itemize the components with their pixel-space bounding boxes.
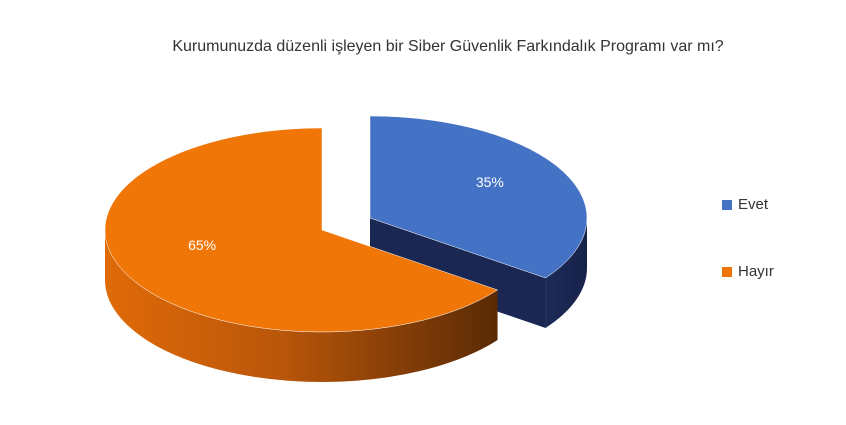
legend-swatch xyxy=(722,200,732,210)
chart-title: Kurumunuzda düzenli işleyen bir Siber Gü… xyxy=(172,38,723,55)
slice-side xyxy=(105,230,498,382)
value-label: 65% xyxy=(188,237,216,253)
slice-top xyxy=(104,127,499,333)
slice-side xyxy=(545,218,587,328)
value-label: 35% xyxy=(476,174,504,190)
legend-label: Evet xyxy=(738,196,769,213)
slice-top xyxy=(369,115,588,279)
legend-swatch xyxy=(722,267,732,277)
legend-label: Hayır xyxy=(738,263,774,280)
slice-wall xyxy=(370,218,546,328)
